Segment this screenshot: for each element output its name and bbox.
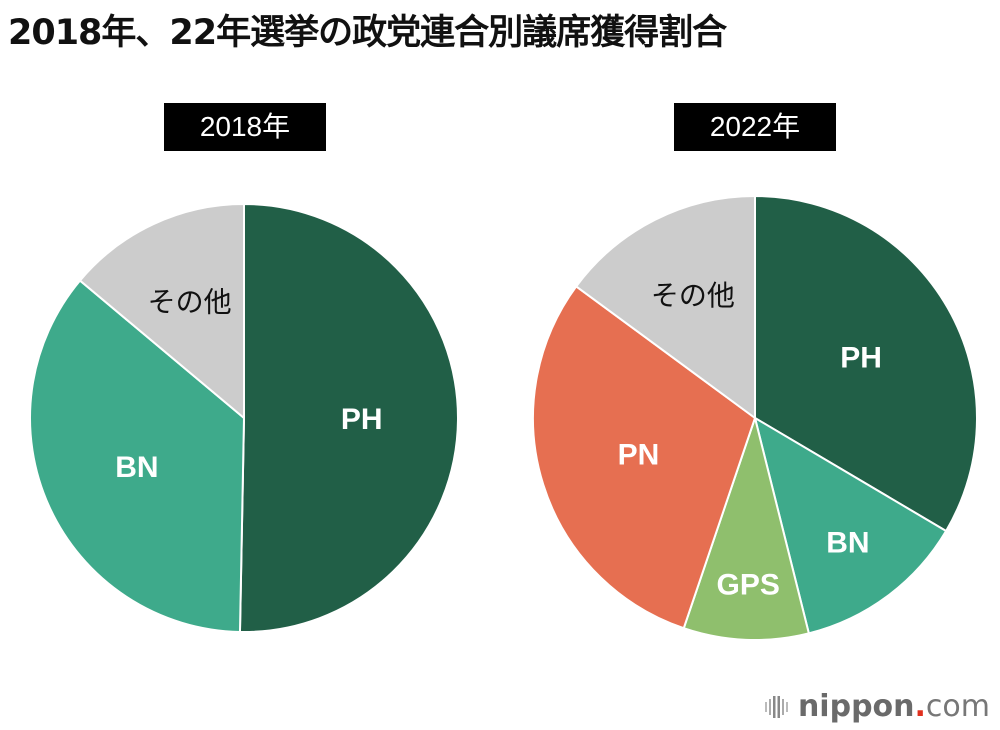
pie-slice-BN — [753, 415, 948, 635]
slice-label: BN — [826, 527, 869, 560]
slice-label: PH — [840, 342, 882, 375]
pie-slice-その他 — [78, 202, 245, 421]
logo-tld: com — [925, 689, 990, 724]
pie-slice-BN — [29, 279, 246, 633]
logo-name: nippon — [797, 689, 915, 724]
pie-slice-PH — [238, 202, 459, 633]
pie-chart-2018: PH BN その他 — [29, 202, 459, 633]
pie-chart-2022: PH BN GPS PN その他 — [532, 194, 978, 641]
slice-label: PH — [341, 403, 383, 436]
slice-label: その他 — [651, 279, 735, 312]
pie-slice-PH — [754, 194, 978, 533]
year-badge-2022: 2022年 — [674, 103, 836, 151]
year-badge-2018: 2018年 — [164, 103, 326, 151]
slice-label: その他 — [148, 286, 232, 319]
slice-label: BN — [115, 451, 158, 484]
pie-slice-GPS — [682, 414, 811, 641]
logo-bars-icon — [764, 695, 788, 718]
slice-label: GPS — [717, 568, 780, 601]
slice-label: PN — [618, 439, 660, 472]
nippon-logo: nippon. com — [764, 689, 990, 724]
pie-slice-その他 — [574, 194, 756, 420]
pie-slice-PN — [532, 284, 757, 630]
chart-title: 2018年、22年選挙の政党連合別議席獲得割合 — [8, 13, 727, 53]
logo-dot: . — [914, 689, 926, 724]
